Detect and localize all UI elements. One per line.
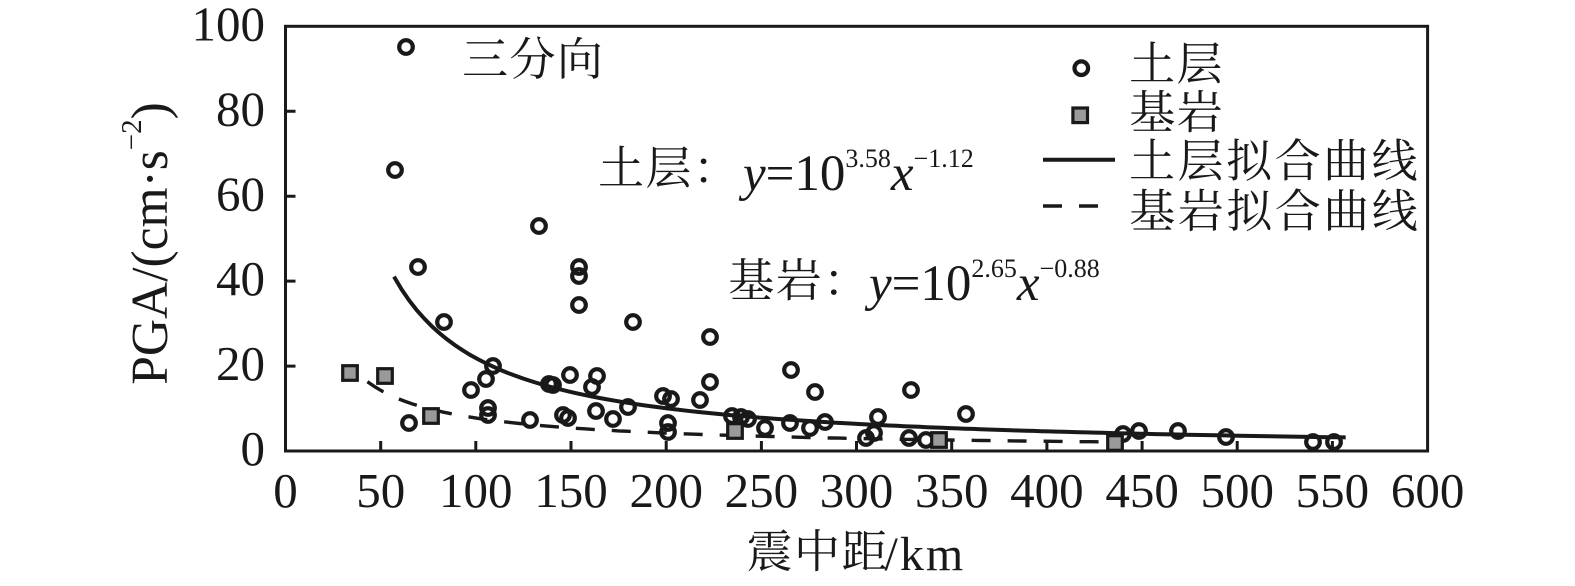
svg-text:100: 100 (439, 463, 513, 518)
svg-text:550: 550 (1296, 463, 1370, 518)
svg-text:20: 20 (216, 336, 265, 391)
svg-text:600: 600 (1391, 463, 1465, 518)
svg-text:100: 100 (192, 0, 266, 52)
svg-text:250: 250 (725, 463, 799, 518)
svg-text:50: 50 (356, 463, 405, 518)
svg-text:400: 400 (1010, 463, 1084, 518)
svg-text:60: 60 (216, 166, 265, 221)
svg-text:300: 300 (820, 463, 894, 518)
svg-text:/km: /km (885, 528, 966, 581)
svg-text:0: 0 (273, 463, 298, 518)
svg-text:500: 500 (1200, 463, 1274, 518)
svg-text:200: 200 (629, 463, 703, 518)
svg-text:350: 350 (915, 463, 989, 518)
svg-text:450: 450 (1105, 463, 1179, 518)
svg-text:80: 80 (216, 82, 265, 137)
svg-text:0: 0 (241, 421, 266, 476)
svg-text:40: 40 (216, 251, 265, 306)
svg-text:150: 150 (534, 463, 608, 518)
